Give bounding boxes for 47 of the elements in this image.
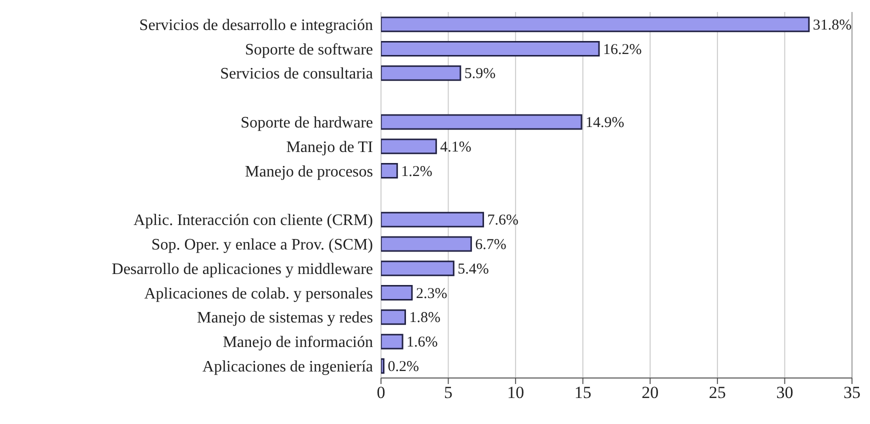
bar: [381, 163, 398, 179]
x-tick-label: 20: [642, 383, 659, 402]
data-label: 4.1%: [440, 139, 472, 156]
data-label: 1.6%: [406, 334, 438, 351]
y-tick-label: Manejo de sistemas y redes: [197, 310, 373, 327]
data-label: 5.9%: [464, 66, 496, 82]
data-label: 16.2%: [603, 42, 642, 58]
x-tick-label: 15: [574, 383, 592, 402]
x-tick-label: 30: [776, 383, 794, 402]
bar: [381, 309, 406, 325]
y-tick-label: Soporte de hardware: [240, 114, 373, 132]
x-tick-label: 35: [844, 383, 860, 402]
data-label: 6.7%: [475, 236, 506, 253]
x-tick-label: 5: [444, 383, 453, 402]
data-label: 5.4%: [458, 261, 489, 278]
bar: [381, 260, 454, 276]
x-tick-label: 10: [507, 383, 524, 402]
y-tick-label: Servicios de consultaria: [220, 66, 373, 83]
bar: [381, 65, 462, 81]
x-tick-label: 0: [376, 383, 386, 402]
bar: [381, 41, 600, 57]
y-tick-label: Soporte de software: [245, 41, 373, 58]
data-label: 0.2%: [388, 358, 419, 375]
data-label: 14.9%: [586, 114, 624, 131]
y-tick-label: Aplicaciones de colab. y personales: [144, 285, 373, 302]
bar: [381, 212, 484, 228]
data-label: 1.2%: [401, 164, 432, 180]
y-tick-label: Manejo de TI: [286, 138, 373, 156]
y-tick-label: Aplic. Interacción con cliente (CRM): [134, 212, 373, 230]
bar: [381, 334, 404, 350]
y-tick-label: Desarrollo de aplicaciones y middleware: [112, 260, 373, 278]
x-tick-label: 25: [708, 383, 726, 402]
y-tick-label: Manejo de información: [222, 334, 373, 352]
data-label: 31.8%: [812, 17, 852, 34]
bar: [381, 285, 413, 301]
bar: [381, 16, 810, 32]
data-label: 1.8%: [409, 310, 440, 326]
y-tick-label: Manejo de procesos: [245, 163, 373, 180]
data-label: 7.6%: [487, 212, 519, 229]
bar: [381, 358, 384, 374]
bar: [381, 236, 472, 252]
y-tick-label: Aplicaciones de ingeniería: [202, 358, 373, 376]
bar: [381, 138, 437, 154]
data-label: 2.3%: [416, 286, 448, 302]
y-tick-label: Sop. Oper. y enlace a Prov. (SCM): [151, 236, 373, 254]
y-tick-label: Servicios de desarrollo e integración: [139, 16, 373, 34]
bar: [381, 114, 582, 130]
